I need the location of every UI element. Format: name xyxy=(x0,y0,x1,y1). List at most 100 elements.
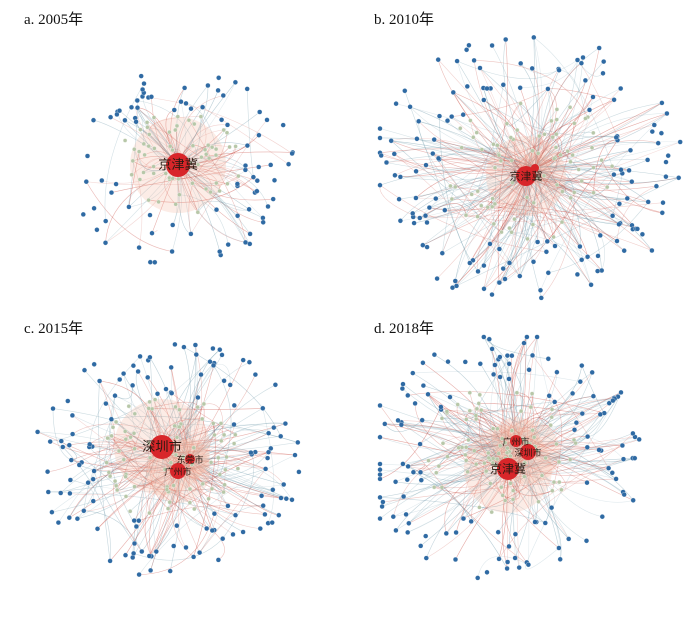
network-edge xyxy=(379,152,554,238)
network-node xyxy=(509,353,515,359)
network-node xyxy=(211,511,217,517)
network-node xyxy=(599,514,605,520)
network-edge xyxy=(499,96,594,283)
network-node xyxy=(557,479,562,485)
network-node xyxy=(242,167,248,173)
network-edge xyxy=(379,166,536,186)
network-node xyxy=(610,213,616,219)
network-node xyxy=(165,506,171,511)
network-node xyxy=(195,162,201,167)
network-node xyxy=(574,271,580,277)
network-node xyxy=(232,512,239,518)
network-node xyxy=(146,553,152,559)
network-node xyxy=(420,242,426,248)
network-node xyxy=(489,346,495,352)
network-node xyxy=(271,177,278,183)
network-node xyxy=(499,229,504,235)
network-edge xyxy=(441,413,517,442)
network-node xyxy=(109,433,114,439)
network-edge xyxy=(108,438,190,503)
network-node xyxy=(597,232,603,238)
network-node xyxy=(618,389,624,395)
network-node xyxy=(382,421,388,427)
network-edge xyxy=(447,456,546,524)
network-edge xyxy=(134,458,191,487)
network-node xyxy=(247,241,253,247)
network-edge xyxy=(442,186,456,254)
network-node xyxy=(410,370,416,376)
network-node xyxy=(522,460,528,465)
network-edge xyxy=(489,218,621,245)
network-node xyxy=(134,105,141,111)
network-edge xyxy=(534,167,634,230)
network-edge xyxy=(37,431,135,449)
network-edge xyxy=(148,408,263,410)
network-node xyxy=(496,556,502,562)
network-edge xyxy=(400,175,527,221)
network-edge xyxy=(148,97,293,154)
network-edge xyxy=(412,372,509,470)
network-node xyxy=(658,130,664,136)
network-node xyxy=(544,238,550,244)
network-edge xyxy=(86,181,217,186)
network-node xyxy=(222,482,227,487)
network-edge xyxy=(527,451,587,542)
network-node xyxy=(411,220,417,226)
network-node xyxy=(163,386,169,392)
network-node xyxy=(136,149,142,154)
network-node xyxy=(548,423,553,428)
network-edge xyxy=(509,451,609,476)
network-edge xyxy=(527,451,561,560)
network-node xyxy=(660,200,666,206)
network-edge xyxy=(534,167,620,205)
panel-title: d. 2018年 xyxy=(374,321,435,337)
network-edge xyxy=(457,404,529,453)
network-node xyxy=(121,371,127,377)
network-node xyxy=(549,505,555,511)
network-node xyxy=(443,530,449,536)
network-edge xyxy=(391,140,527,177)
network-node xyxy=(398,422,404,428)
network-node xyxy=(492,201,498,207)
network-edge xyxy=(527,451,555,508)
network-edge xyxy=(189,432,269,460)
network-edge xyxy=(189,429,269,460)
network-node xyxy=(256,132,262,138)
hub-label: 广州市 xyxy=(502,436,529,448)
network-edge xyxy=(593,139,618,193)
network-node xyxy=(500,82,506,88)
network-node xyxy=(419,417,425,423)
network-node xyxy=(122,117,128,123)
network-node xyxy=(137,177,143,182)
network-node xyxy=(128,509,133,514)
network-node xyxy=(506,260,513,266)
network-edge xyxy=(525,150,631,177)
network-node xyxy=(115,487,120,493)
network-edge xyxy=(408,451,529,524)
network-node xyxy=(596,447,602,453)
network-node xyxy=(168,364,174,370)
network-node xyxy=(477,361,483,367)
network-node xyxy=(420,360,426,366)
network-edge xyxy=(413,471,508,569)
network-node xyxy=(403,511,409,517)
network-node xyxy=(195,394,201,401)
network-node xyxy=(566,536,572,542)
network-node xyxy=(183,544,189,551)
network-node xyxy=(268,445,274,451)
network-node xyxy=(524,195,530,200)
network-node xyxy=(584,444,590,450)
network-node xyxy=(80,211,86,217)
network-node xyxy=(173,127,178,133)
network-edge xyxy=(514,194,571,220)
network-edge xyxy=(133,538,223,561)
network-node xyxy=(286,161,292,167)
network-edge xyxy=(515,440,569,540)
network-node xyxy=(473,413,479,418)
network-node xyxy=(417,441,423,447)
network-edge xyxy=(534,102,663,169)
network-edge xyxy=(145,446,163,557)
network-edge xyxy=(497,137,512,283)
